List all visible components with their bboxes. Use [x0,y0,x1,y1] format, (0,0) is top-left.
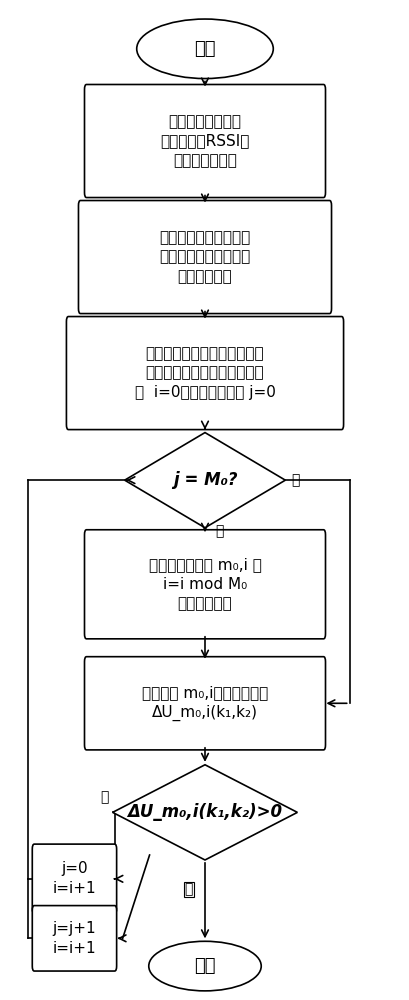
Text: 用户选取最大接收
信号强度（RSSI）
接入对应的基站: 用户选取最大接收 信号强度（RSSI） 接入对应的基站 [160,114,249,168]
Polygon shape [124,433,285,528]
Text: j = M₀?: j = M₀? [172,471,237,489]
Text: 计算用户 m₀,i的网络效用差
ΔU_m₀,i(k₁,k₂): 计算用户 m₀,i的网络效用差 ΔU_m₀,i(k₁,k₂) [142,685,267,721]
Ellipse shape [148,941,261,991]
Text: ΔU_m₀,i(k₁,k₂)>0: ΔU_m₀,i(k₁,k₂)>0 [127,803,282,821]
Ellipse shape [136,19,273,79]
Text: 是: 是 [100,790,108,804]
Text: 结束: 结束 [194,957,215,975]
FancyBboxPatch shape [84,657,325,750]
FancyBboxPatch shape [32,844,116,914]
Text: 否: 否 [214,524,223,538]
Text: 否: 否 [184,882,193,896]
Text: 是: 是 [291,473,299,487]
FancyBboxPatch shape [78,201,331,314]
Text: 选取重叠覆盖区域的所有用户
集合，初始化集合中的用户索
引  i=0，以及结束条件 j=0: 选取重叠覆盖区域的所有用户 集合，初始化集合中的用户索 引 i=0，以及结束条件… [134,346,275,400]
Text: j=j+1
i=i+1: j=j+1 i=i+1 [52,921,96,956]
FancyBboxPatch shape [66,317,343,430]
Text: 开始: 开始 [194,40,215,58]
Text: 对重叠区域用户 m₀,i ，
i=i mod M₀
进行关联控制: 对重叠区域用户 m₀,i ， i=i mod M₀ 进行关联控制 [148,557,261,612]
FancyBboxPatch shape [84,530,325,639]
Text: j=0
i=i+1: j=0 i=i+1 [52,861,96,896]
Text: 按照先家庭基站后宏基
站的次序为所有用户进
行子信道分配: 按照先家庭基站后宏基 站的次序为所有用户进 行子信道分配 [159,230,250,284]
FancyBboxPatch shape [32,906,116,971]
FancyBboxPatch shape [84,84,325,198]
Polygon shape [112,765,297,860]
